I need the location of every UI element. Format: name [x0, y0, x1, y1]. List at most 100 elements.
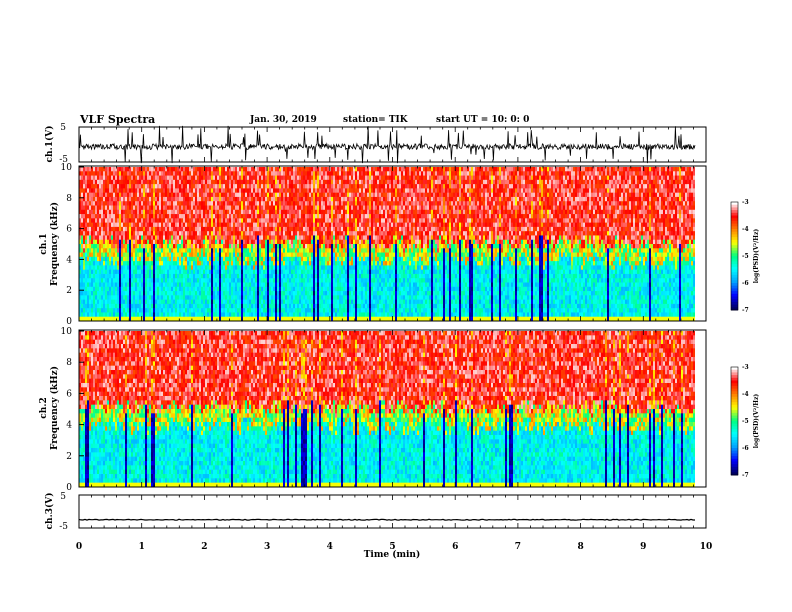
- ch1-voltage-axis-label: ch.1(V): [44, 126, 55, 163]
- spectrogram-cell: [119, 303, 121, 309]
- spectrogram-cell: [261, 188, 263, 194]
- spectrogram-cell: [83, 244, 85, 249]
- spectrogram-cell: [179, 269, 181, 275]
- spectrogram-cell: [171, 282, 173, 288]
- spectrogram-cell: [185, 226, 187, 232]
- spectrogram-cell: [321, 231, 323, 236]
- spectrogram-cell: [253, 184, 255, 189]
- spectrogram-cell: [93, 282, 95, 288]
- spectrogram-cell: [109, 209, 111, 215]
- spectrogram-cell: [137, 308, 139, 313]
- spectrogram-cell: [159, 256, 161, 262]
- spectrogram-cell: [163, 252, 165, 258]
- spectrogram-cell: [213, 252, 215, 258]
- spectrogram-cell: [103, 167, 105, 172]
- spectrogram-cell: [99, 286, 101, 292]
- spectrogram-cell: [319, 278, 321, 283]
- spectrogram-cell: [127, 273, 129, 279]
- spectrogram-cell: [169, 312, 171, 318]
- spectrogram-cell: [99, 209, 101, 215]
- spectrogram-cell: [233, 282, 235, 288]
- spectrogram-cell: [101, 235, 103, 241]
- spectrogram-cell: [307, 218, 309, 224]
- spectrogram-cell: [155, 312, 157, 318]
- spectrogram-cell: [275, 205, 277, 211]
- spectrogram-cell: [305, 171, 307, 177]
- spectrogram-cell: [297, 261, 299, 266]
- spectrogram-cell: [267, 303, 269, 309]
- spectrogram-cell: [349, 226, 351, 232]
- spectrogram-cell: [135, 179, 137, 185]
- spectrogram-cell: [159, 205, 161, 211]
- spectrogram-cell: [145, 244, 147, 249]
- spectrogram-cell: [283, 188, 285, 194]
- spectrogram-cell: [341, 167, 343, 172]
- spectrogram-cell: [277, 179, 279, 185]
- spectrogram-cell: [225, 273, 227, 279]
- spectrogram-cell: [109, 188, 111, 194]
- spectrogram-cell: [175, 256, 177, 262]
- spectrogram-cell: [289, 261, 291, 266]
- spectrogram-cell: [249, 256, 251, 262]
- spectrogram-cell: [353, 269, 355, 275]
- spectrogram-cell: [315, 308, 317, 313]
- spectrogram-cell: [189, 265, 191, 271]
- spectrogram-cell: [125, 201, 127, 206]
- spectrogram-cell: [169, 265, 171, 271]
- spectrogram-cell: [129, 312, 131, 318]
- spectrogram-cell: [123, 214, 125, 219]
- spectrogram-cell: [95, 278, 97, 283]
- spectrogram-cell: [211, 295, 213, 301]
- spectrogram-cell: [117, 218, 119, 224]
- spectrogram-cell: [145, 209, 147, 215]
- spectrogram-cell: [193, 205, 195, 211]
- spectrogram-cell: [113, 188, 115, 194]
- spectrogram-cell: [259, 239, 261, 245]
- spectrogram-cell: [139, 184, 141, 189]
- spectrogram-cell: [291, 226, 293, 232]
- spectrogram-cell: [209, 244, 211, 249]
- spectrogram-cell: [339, 248, 341, 254]
- spectrogram-cell: [221, 286, 223, 292]
- spectrogram-cell: [301, 273, 303, 279]
- spectrogram-cell: [317, 295, 319, 301]
- spectrogram-cell: [327, 269, 329, 275]
- spectrogram-cell: [231, 175, 233, 181]
- spectrogram-cell: [263, 261, 265, 266]
- spectrogram-cell: [211, 196, 213, 202]
- spectrogram-cell: [211, 214, 213, 219]
- spectrogram-cell: [135, 239, 137, 245]
- spectrogram-cell: [317, 273, 319, 279]
- spectrogram-cell: [133, 269, 135, 275]
- spectrogram-cell: [179, 286, 181, 292]
- spectrogram-cell: [193, 256, 195, 262]
- spectrogram-cell: [311, 196, 313, 202]
- spectrogram-cell: [111, 239, 113, 245]
- spectrogram-cell: [179, 175, 181, 181]
- spectrogram-cell: [89, 205, 91, 211]
- spectrogram-cell: [297, 312, 299, 318]
- spectrogram-cell: [173, 235, 175, 241]
- spectrogram-cell: [205, 252, 207, 258]
- spectrogram-cell: [345, 312, 347, 318]
- spectrogram-cell: [149, 312, 151, 318]
- spectrogram-cell: [197, 192, 199, 198]
- spectrogram-cell: [107, 286, 109, 292]
- spectrogram-cell: [169, 179, 171, 185]
- spectrogram-cell: [329, 196, 331, 202]
- spectrogram-cell: [347, 167, 349, 172]
- spectrogram-cell: [101, 184, 103, 189]
- spectrogram-cell: [195, 192, 197, 198]
- spectrogram-cell: [333, 205, 335, 211]
- spectrogram-cell: [167, 303, 169, 309]
- spectrogram-cell: [197, 222, 199, 228]
- spectrogram-cell: [193, 175, 195, 181]
- spectrogram-cell: [127, 244, 129, 249]
- spectrogram-cell: [167, 188, 169, 194]
- spectrogram-cell: [177, 239, 179, 245]
- spectrogram-cell: [143, 171, 145, 177]
- spectrogram-cell: [183, 273, 185, 279]
- spectrogram-cell: [321, 295, 323, 301]
- spectrogram-cell: [97, 316, 99, 322]
